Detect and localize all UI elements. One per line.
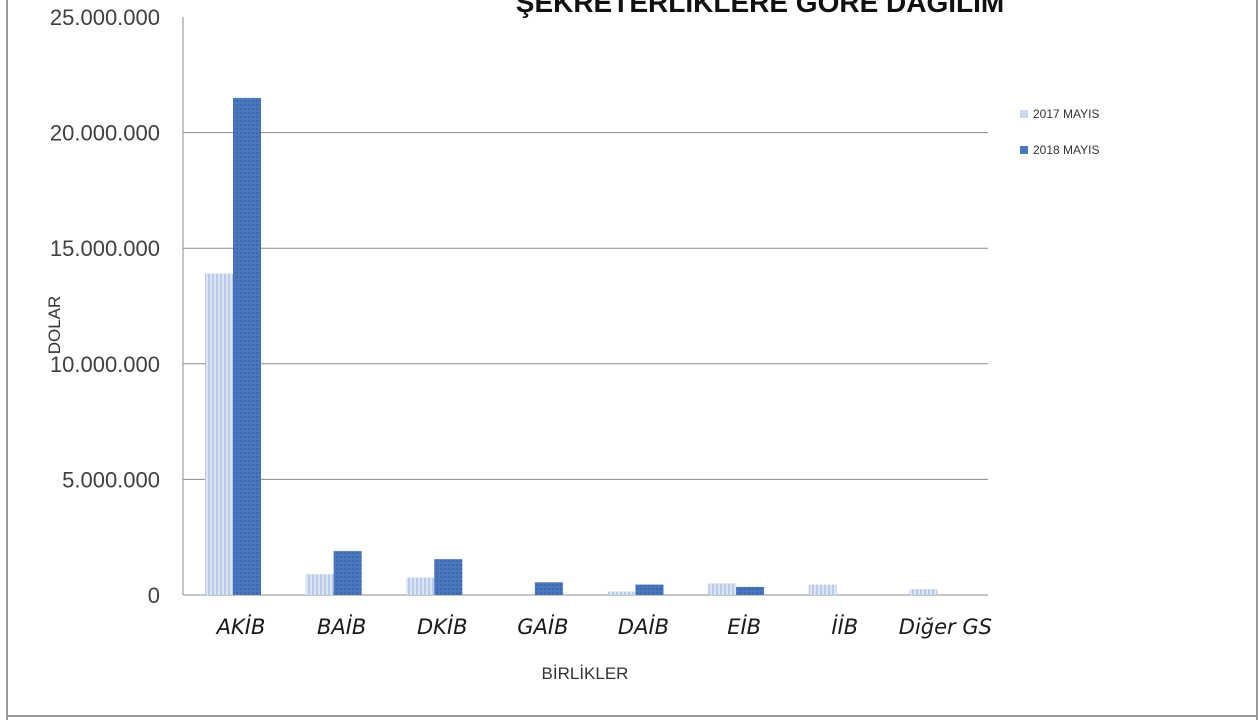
bars — [205, 97, 938, 596]
legend-swatch — [1020, 146, 1028, 154]
frame-border-bottom — [6, 715, 1258, 717]
x-category-label: Diğer GS — [899, 615, 992, 639]
bar — [406, 577, 435, 595]
legend-label: 2017 MAYIS — [1033, 107, 1099, 121]
x-category-label: BAİB — [317, 614, 366, 639]
y-tick-label: 15.000.000 — [50, 236, 160, 261]
x-category-label: GAİB — [517, 614, 568, 639]
bar — [333, 551, 362, 595]
bar — [607, 591, 636, 595]
bar — [534, 582, 563, 595]
bar — [635, 584, 664, 595]
x-axis-title: BİRLİKLER — [542, 664, 629, 683]
chart-title: ŞEKRETERLİKLERE GÖRE DAĞILIM — [516, 0, 1004, 18]
x-category-label: DAİB — [618, 614, 669, 639]
bar — [205, 273, 233, 595]
y-tick-label: 0 — [148, 583, 160, 608]
y-tick-labels: 0 5.000.000 10.000.000 15.000.000 20.000.000… — [50, 5, 160, 608]
legend-swatch — [1020, 110, 1028, 118]
y-axis-title: DOLAR — [45, 296, 64, 355]
bar — [708, 583, 737, 595]
bar — [233, 97, 261, 596]
bar — [736, 586, 765, 595]
frame-border-left — [6, 0, 8, 720]
bar — [434, 559, 463, 595]
x-category-label: DKİB — [417, 614, 468, 639]
frame-border-right — [1256, 0, 1258, 720]
bar — [808, 584, 837, 595]
x-category-label: İİB — [831, 614, 858, 639]
legend: 2017 MAYIS 2018 MAYIS — [1020, 107, 1099, 157]
legend-label: 2018 MAYIS — [1033, 143, 1099, 157]
x-category-label: EİB — [727, 614, 761, 639]
y-tick-label: 20.000.000 — [50, 121, 160, 146]
grid-layer — [182, 17, 988, 596]
x-category-label: AKİB — [215, 614, 266, 639]
y-tick-label: 5.000.000 — [62, 467, 160, 492]
bar — [305, 574, 334, 595]
y-tick-label: 10.000.000 — [50, 352, 160, 377]
bar — [909, 589, 938, 595]
x-category-labels: AKİB BAİB DKİB GAİB DAİB EİB İİB Diğer GS — [215, 614, 992, 639]
y-tick-label: 25.000.000 — [50, 5, 160, 30]
